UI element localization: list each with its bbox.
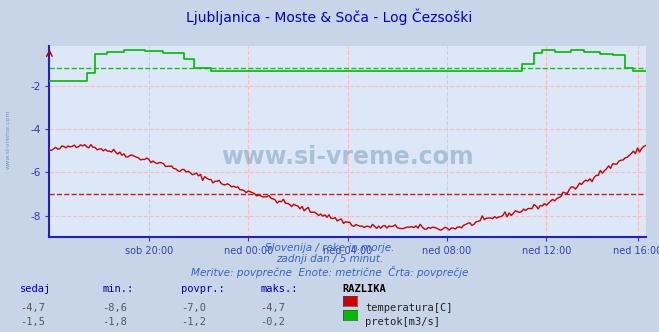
Text: -0,2: -0,2 [260, 317, 285, 327]
Text: -8,6: -8,6 [102, 303, 127, 313]
Text: www.si-vreme.com: www.si-vreme.com [221, 145, 474, 169]
Text: Ljubljanica - Moste & Soča - Log Čezsoški: Ljubljanica - Moste & Soča - Log Čezsošk… [186, 8, 473, 25]
Text: min.:: min.: [102, 284, 133, 294]
Text: zadnji dan / 5 minut.: zadnji dan / 5 minut. [276, 254, 383, 264]
Text: -7,0: -7,0 [181, 303, 206, 313]
Text: Meritve: povprečne  Enote: metrične  Črta: povprečje: Meritve: povprečne Enote: metrične Črta:… [191, 266, 468, 278]
Text: RAZLIKA: RAZLIKA [343, 284, 386, 294]
Text: -1,5: -1,5 [20, 317, 45, 327]
Text: -1,8: -1,8 [102, 317, 127, 327]
Text: pretok[m3/s]: pretok[m3/s] [365, 317, 440, 327]
Text: povpr.:: povpr.: [181, 284, 225, 294]
Text: Slovenija / reke in morje.: Slovenija / reke in morje. [265, 243, 394, 253]
Text: -1,2: -1,2 [181, 317, 206, 327]
Text: maks.:: maks.: [260, 284, 298, 294]
Text: -4,7: -4,7 [20, 303, 45, 313]
Text: www.si-vreme.com: www.si-vreme.com [5, 110, 11, 169]
Text: -4,7: -4,7 [260, 303, 285, 313]
Text: temperatura[C]: temperatura[C] [365, 303, 453, 313]
Text: sedaj: sedaj [20, 284, 51, 294]
